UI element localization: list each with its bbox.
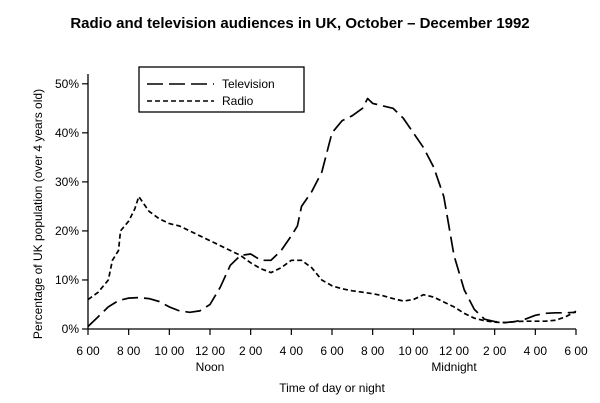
y-ticks: 0% 10% 20% 30% 40% 50%: [55, 77, 88, 336]
legend-television-label: Television: [222, 77, 275, 91]
x-tick-label: 8 00: [361, 344, 385, 358]
series-line-radio: [87, 195, 577, 324]
y-tick-label: 40%: [55, 126, 79, 140]
legend-radio-label: Radio: [222, 94, 254, 108]
y-tick-label: 10%: [55, 273, 79, 287]
x-tick-label: 12 00: [439, 344, 469, 358]
legend: Television Radio: [138, 66, 305, 113]
x-tick-label: 10 00: [154, 344, 184, 358]
legend-box: [138, 66, 305, 113]
x-tick-label: 10 00: [398, 344, 428, 358]
x-tick-label: 6 00: [564, 344, 588, 358]
x-tick-label: 2 00: [483, 344, 507, 358]
x-ticks: 6 00 8 00 10 00 12 00 2 00 4 00 6 00 8 00 10 00 1…: [76, 329, 588, 374]
x-sublabel-noon: Noon: [196, 360, 225, 374]
x-tick-label: 6 00: [76, 344, 100, 358]
y-tick-label: 0%: [62, 322, 80, 336]
x-tick-label: 8 00: [117, 344, 141, 358]
x-tick-label: 4 00: [280, 344, 304, 358]
y-tick-label: 50%: [55, 77, 79, 91]
chart-title: Radio and television audiences in UK, Oc…: [70, 15, 529, 32]
x-tick-label: 4 00: [524, 344, 548, 358]
series-line-television: [87, 97, 577, 328]
y-tick-label: 20%: [55, 224, 79, 238]
x-tick-label: 6 00: [320, 344, 344, 358]
y-axis-label: Percentage of UK population (over 4 year…: [31, 89, 45, 339]
x-axis-label: Time of day or night: [279, 381, 385, 395]
x-sublabel-midnight: Midnight: [431, 360, 477, 374]
series-lines: [87, 97, 577, 328]
y-tick-label: 30%: [55, 175, 79, 189]
x-tick-label: 2 00: [239, 344, 263, 358]
x-tick-label: 12 00: [195, 344, 225, 358]
